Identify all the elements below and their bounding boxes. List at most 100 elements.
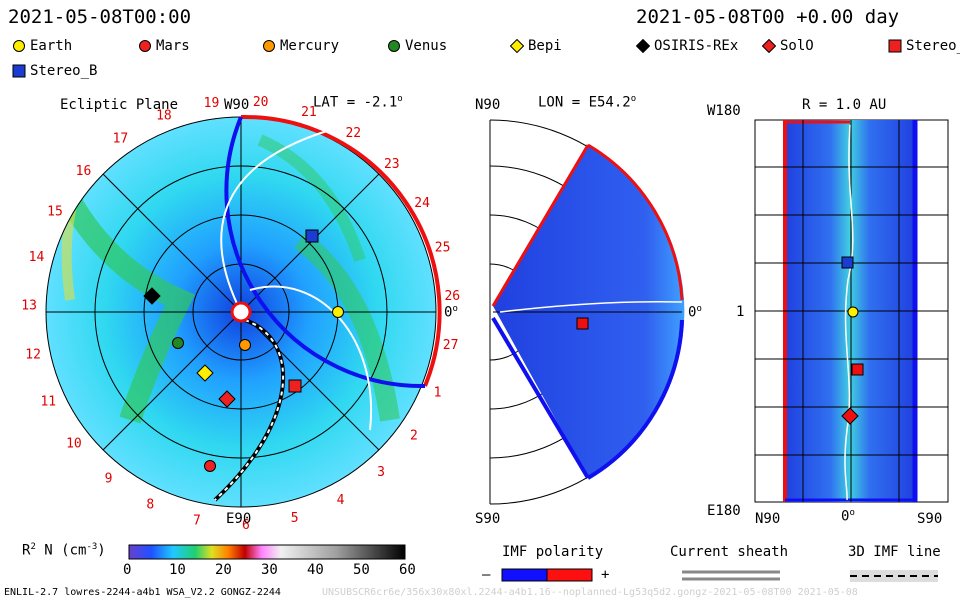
imf-polarity-title: IMF polarity [502, 544, 604, 560]
ecliptic-bodies [143, 229, 344, 472]
imf-plus: + [601, 567, 610, 583]
colorbar-tick: 0 [123, 562, 132, 578]
legend-label: Bepi [528, 38, 562, 54]
imf3d-title: 3D IMF line [848, 544, 941, 560]
meridional-panel [489, 119, 685, 505]
radial-panel [754, 119, 949, 503]
footer-right: UNSUBSCR6cr6e/356x30x80xl.2244-a4b1.16--… [322, 587, 858, 598]
ecliptic-right-label: 0o [444, 304, 458, 321]
body-marker-solo [218, 390, 236, 408]
square-marker-icon [888, 39, 902, 53]
circle-marker-icon [263, 40, 275, 52]
imf-positive-swatch [546, 568, 593, 582]
carrington-number: 7 [193, 513, 201, 528]
colorbar [128, 544, 406, 560]
carrington-number: 20 [253, 95, 269, 110]
body-marker-mars [204, 460, 216, 472]
carrington-number: 1 [434, 385, 442, 400]
carrington-number: 23 [384, 157, 400, 172]
carrington-numbers: 19 20212223242526271234567891011121314151… [21, 95, 460, 533]
legend-item: Venus [387, 38, 447, 54]
legend-item: Mars [138, 38, 190, 54]
body-marker-stereo-b [305, 229, 319, 243]
body-marker-mercury [239, 339, 251, 351]
meridional-top-label: N90 [475, 97, 501, 113]
colorbar-tick: 60 [399, 562, 416, 578]
legend-label: Venus [405, 38, 448, 54]
legend-item: SolO [762, 38, 814, 54]
circle-marker-icon [13, 40, 25, 52]
radial-top-left: W180 [707, 103, 741, 119]
carrington-number: 27 [443, 338, 459, 353]
body-marker-bepi [196, 364, 214, 382]
colorbar-tick: 50 [353, 562, 370, 578]
square-marker-icon [12, 64, 26, 78]
ecliptic-title: Ecliptic Plane [60, 97, 179, 113]
imf3d-swatch [850, 570, 938, 582]
legend-label: SolO [780, 38, 814, 54]
legend-label: Stereo_B [30, 63, 98, 79]
carrington-number: 22 [345, 126, 361, 141]
carrington-number: 24 [414, 196, 430, 211]
carrington-number: 17 [113, 132, 129, 147]
carrington-number: 14 [29, 250, 45, 265]
ecliptic-panel [45, 114, 442, 508]
carrington-number: 10 [66, 437, 82, 452]
legend-item: Stereo_B [12, 63, 97, 79]
carrington-number: 13 [21, 299, 37, 314]
meridional-bottom-label: S90 [475, 511, 501, 527]
colorbar-tick: 20 [215, 562, 232, 578]
legend-item: Mercury [262, 38, 339, 54]
carrington-number: 18 [156, 109, 172, 124]
legend-label: Mercury [280, 38, 340, 54]
carrington-number: 3 [377, 465, 385, 480]
legend-label: Stereo_ [906, 38, 960, 54]
carrington-number: 4 [337, 493, 345, 508]
legend-item: Stereo_ [888, 38, 960, 54]
carrington-number: 16 [76, 164, 92, 179]
circle-marker-icon [388, 40, 400, 52]
legend-item: OSIRIS-REx [636, 38, 738, 54]
diamond-marker-icon [762, 39, 776, 53]
carrington-number: 6 [242, 518, 250, 533]
radial-x-label-n90: N90 [755, 511, 781, 527]
carrington-number: 19 [204, 96, 220, 111]
radial-mid-left: 1 [736, 304, 745, 320]
ecliptic-bottom-label: E90 [226, 511, 252, 527]
legend-label: OSIRIS-REx [654, 38, 739, 54]
colorbar-tick: 10 [169, 562, 186, 578]
carrington-number: 21 [301, 105, 317, 120]
legend-label: Mars [156, 38, 190, 54]
meridional-lon-label: LON = E54.2o [538, 94, 637, 111]
body-marker-earth [332, 306, 344, 318]
radial-x-label-s90: S90 [917, 511, 943, 527]
colorbar-tick: 40 [307, 562, 324, 578]
legend-item: Bepi [510, 38, 562, 54]
radial-x-label-0: 0o [841, 508, 855, 525]
current-sheath-swatch [682, 570, 780, 581]
ecliptic-top-label: W90 [224, 97, 250, 113]
carrington-number: 5 [291, 511, 299, 526]
date-right: 2021-05-08T00 +0.00 day [636, 6, 900, 28]
diamond-marker-icon [510, 39, 524, 53]
footer-left: ENLIL-2.7 lowres-2244-a4b1 WSA_V2.2 GONG… [4, 587, 281, 598]
diamond-marker-icon [636, 39, 650, 53]
imf-negative-swatch [501, 568, 548, 582]
radial-bottom-left: E180 [707, 503, 741, 519]
current-sheath-title: Current sheath [670, 544, 789, 560]
legend-item: Earth [12, 38, 72, 54]
circle-marker-icon [139, 40, 151, 52]
colorbar-tick: 30 [261, 562, 278, 578]
meridional-right-label: 0o [688, 304, 702, 321]
carrington-number: 11 [40, 395, 56, 410]
carrington-number: 9 [105, 472, 113, 487]
body-marker-stereo- [288, 379, 302, 393]
carrington-number: 25 [435, 241, 451, 256]
radial-title: R = 1.0 AU [802, 97, 887, 113]
legend-label: Earth [30, 38, 73, 54]
imf-minus: – [482, 567, 491, 583]
body-marker-osiris-rex [143, 287, 161, 305]
date-left: 2021-05-08T00:00 [8, 6, 192, 28]
colorbar-label: R2 N (cm-3) [22, 542, 106, 559]
